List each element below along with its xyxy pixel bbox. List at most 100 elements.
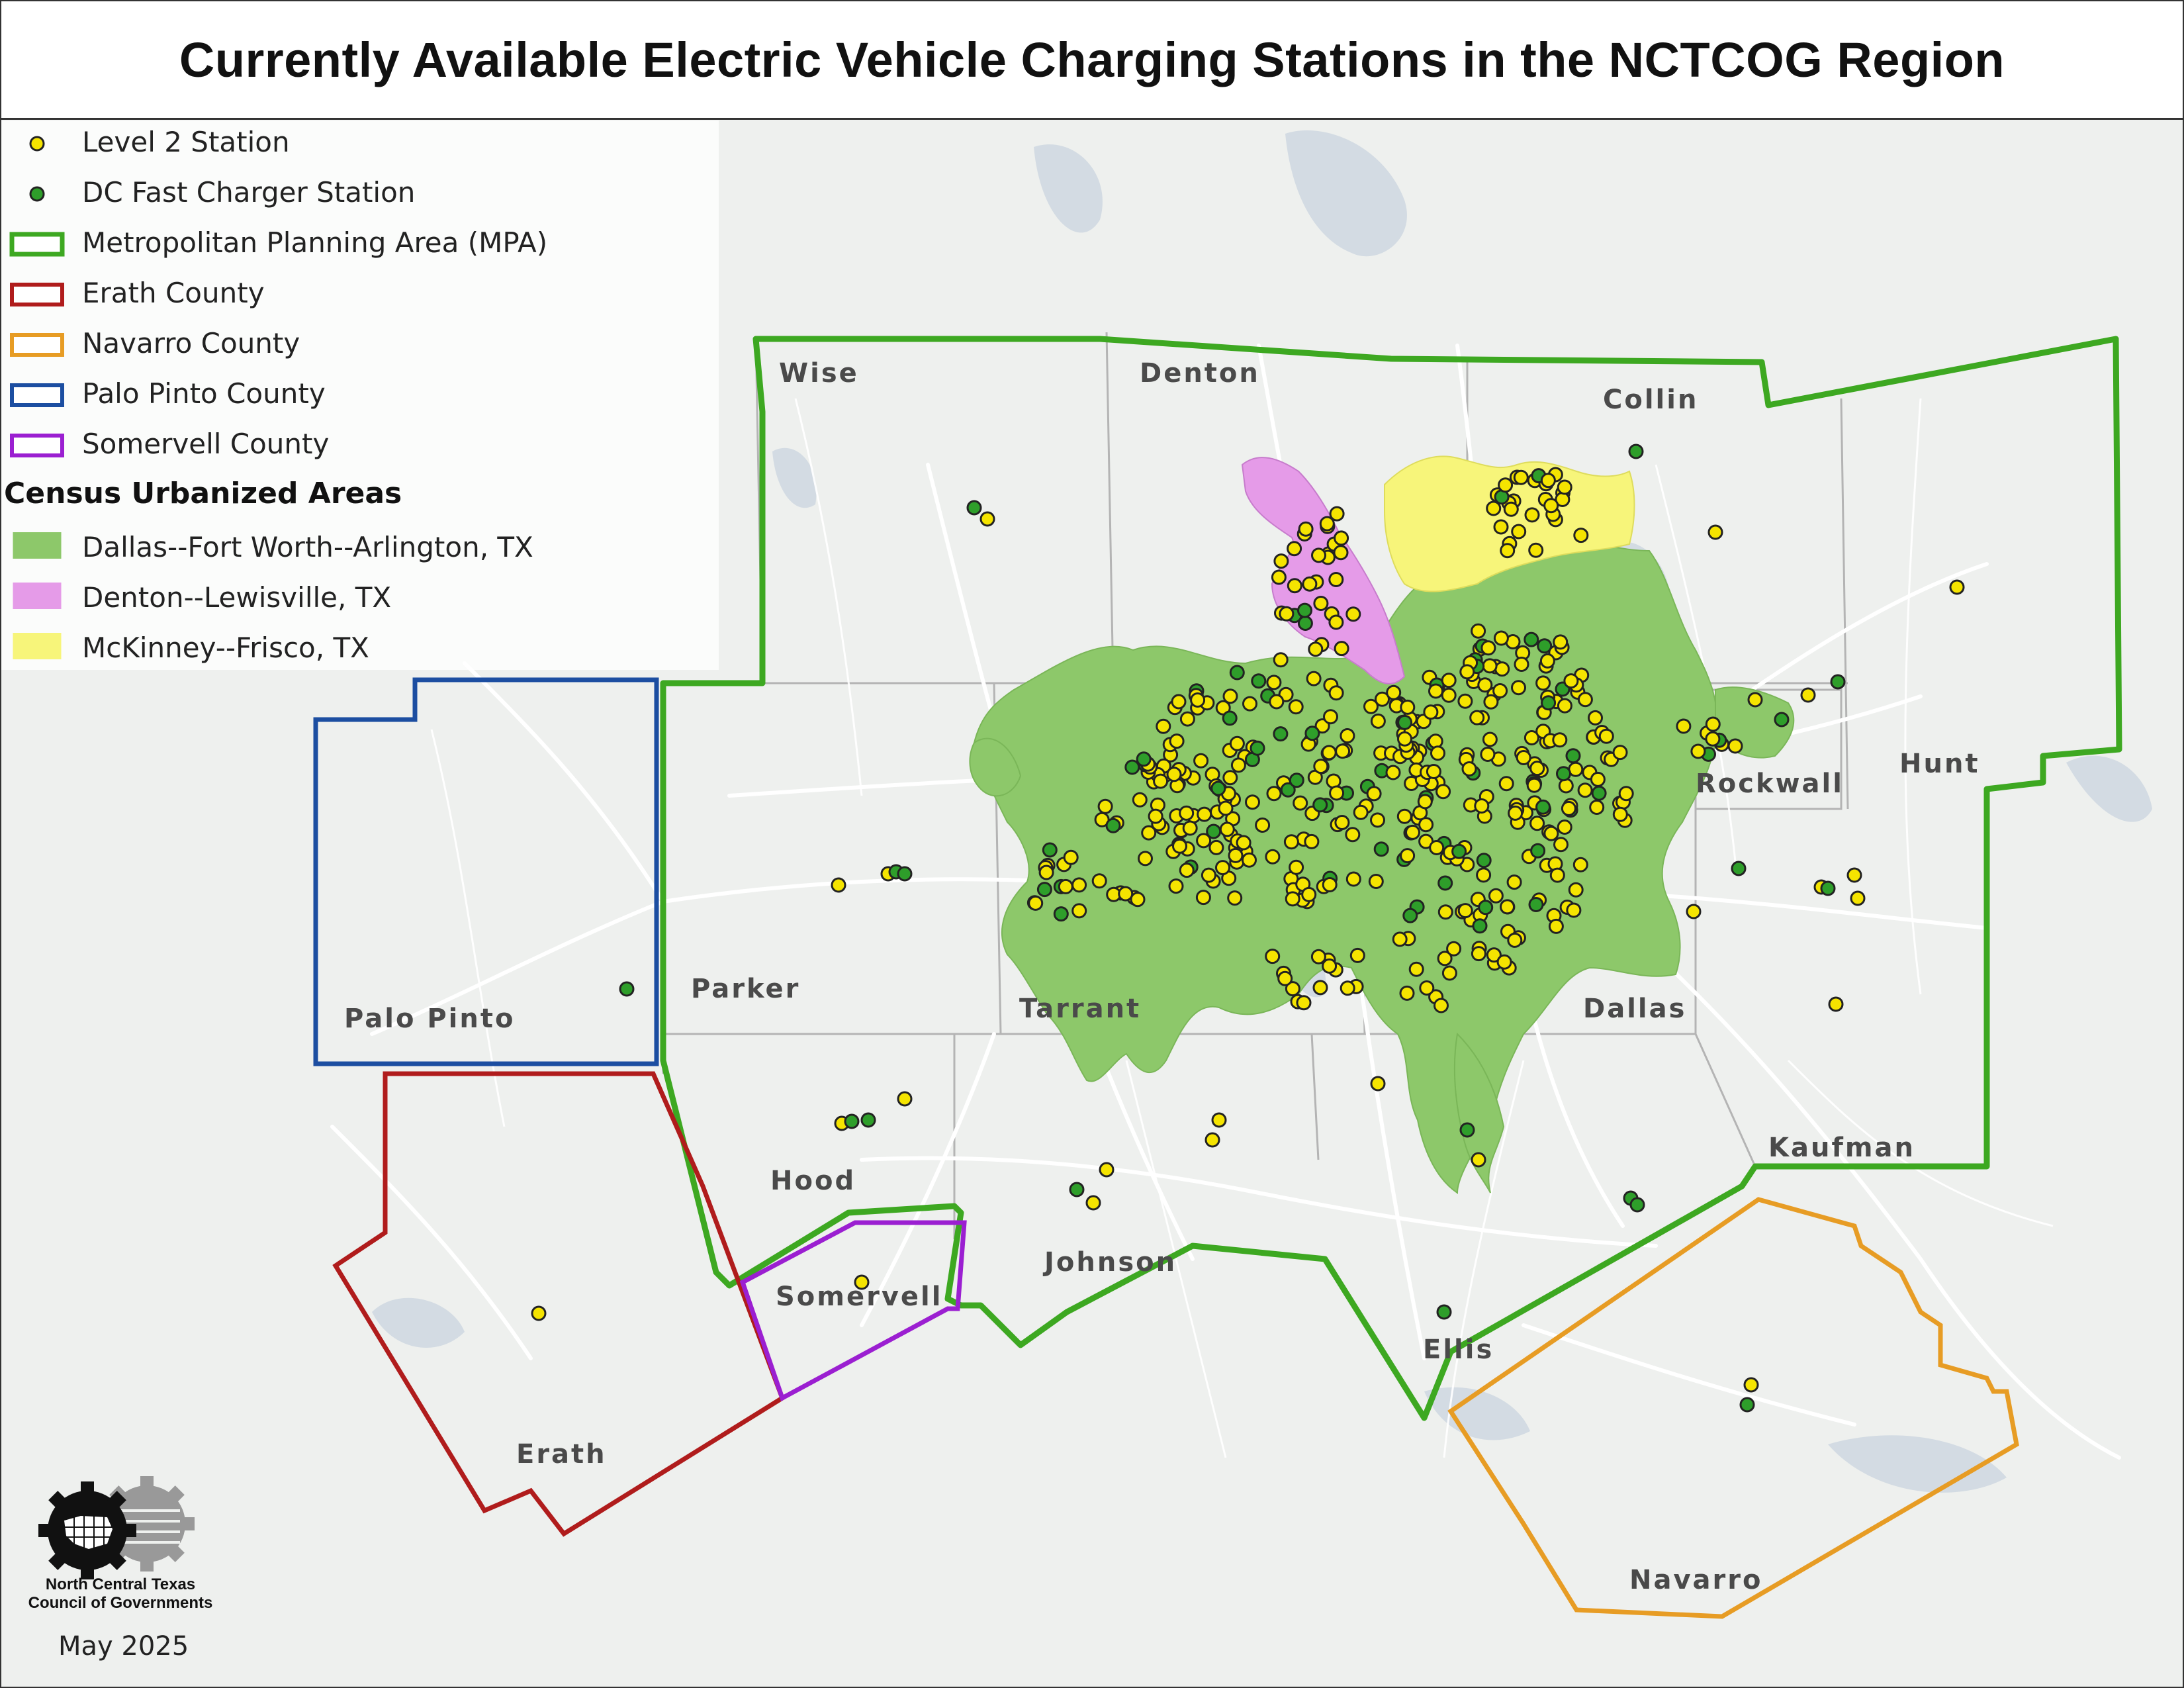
map-date: May 2025 — [58, 1631, 189, 1662]
level2-station — [1482, 731, 1498, 747]
level2-station — [1190, 692, 1206, 708]
dc-fast-station — [1830, 674, 1846, 690]
level2-station — [1511, 524, 1527, 539]
level2-station — [1370, 1076, 1386, 1092]
level2-station — [1480, 640, 1496, 656]
dc-fast-station — [1437, 875, 1453, 891]
dc-fast-station — [1565, 748, 1581, 764]
level2-station — [1423, 704, 1439, 720]
level2-station — [1285, 981, 1300, 997]
level2-station — [1266, 786, 1282, 802]
level2-station — [1118, 886, 1134, 902]
dc-fast-station — [1524, 632, 1539, 647]
somervell-swatch-icon — [10, 434, 64, 457]
dc-fast-station — [1251, 673, 1267, 689]
level2-station — [1245, 794, 1260, 810]
dc-fast-station — [1136, 751, 1152, 767]
level2-station — [1208, 839, 1224, 855]
county-label-johnson: Johnson — [1042, 1247, 1177, 1278]
level2-station — [1312, 980, 1328, 996]
level2-station — [1334, 530, 1349, 546]
level2-station — [1477, 677, 1493, 693]
level2-station — [1707, 524, 1723, 540]
dc-fast-station — [1535, 799, 1551, 815]
level2-station — [1228, 847, 1244, 863]
level2-station — [1169, 733, 1185, 749]
level2-station — [1428, 683, 1443, 699]
level2-station — [1386, 684, 1402, 700]
level2-station — [1506, 874, 1522, 890]
dc-fast-station — [1530, 843, 1546, 859]
level2-station — [1293, 795, 1308, 811]
level2-station — [1085, 1195, 1101, 1211]
level2-station — [1328, 572, 1344, 587]
nctcog-logo — [38, 1476, 195, 1579]
level2-station — [1690, 743, 1706, 759]
level2-station — [1598, 728, 1614, 744]
level2-station — [1273, 652, 1289, 668]
level2-station — [1471, 1152, 1486, 1168]
title-bar: Currently Available Electric Vehicle Cha… — [1, 1, 2183, 120]
level2-station — [1400, 848, 1416, 864]
level2-station — [1277, 970, 1293, 986]
level2-station — [1130, 892, 1146, 908]
level2-station — [1561, 800, 1576, 816]
county-label-hunt: Hunt — [1899, 749, 1980, 779]
level2-station — [1340, 728, 1355, 743]
dc-fast-station — [1304, 726, 1320, 741]
county-label-kaufman: Kaufman — [1768, 1133, 1915, 1163]
level2-station — [1132, 792, 1148, 808]
level2-station — [1492, 683, 1508, 698]
level2-station — [1197, 806, 1212, 822]
dc-fast-station — [966, 500, 982, 516]
level2-station — [1156, 718, 1171, 734]
legend-label-palo-pinto: Palo Pinto County — [82, 377, 326, 410]
level2-station — [1514, 657, 1529, 672]
urbanized-areas — [969, 455, 1795, 1194]
dfw-fill-swatch-icon — [13, 532, 62, 559]
level2-station — [1507, 932, 1523, 948]
dc-fast-station — [1250, 740, 1265, 756]
level2-station — [1038, 865, 1054, 880]
dc-fast-station — [1436, 1304, 1452, 1320]
level2-station — [1296, 995, 1312, 1011]
level2-station — [1322, 958, 1338, 974]
level2-station — [1329, 785, 1345, 801]
level2-station — [531, 1305, 547, 1321]
level2-station — [1846, 867, 1862, 883]
legend-label-mckinney-urban: McKinney--Frisco, TX — [82, 632, 369, 664]
dc-fast-station — [1402, 908, 1418, 923]
level2-station — [1498, 776, 1514, 792]
erath-county-boundary — [332, 1071, 786, 1537]
level2-station — [1494, 661, 1510, 677]
level2-station — [1557, 479, 1572, 495]
level2-station — [1148, 808, 1163, 824]
level2-station — [1516, 750, 1531, 765]
dc-fast-station — [1312, 797, 1328, 813]
level2-station — [1288, 699, 1304, 715]
dc-fast-station — [1774, 712, 1790, 727]
dc-fast-station — [1528, 897, 1544, 912]
dc-fast-station — [1297, 616, 1313, 631]
level2-station — [1471, 623, 1486, 639]
dc-fast-station — [1472, 918, 1488, 934]
level2-station — [1727, 738, 1743, 754]
level2-station — [1676, 718, 1692, 734]
legend-label-navarro: Navarro County — [82, 327, 300, 359]
level2-station — [1457, 693, 1473, 709]
level2-station — [1549, 867, 1565, 883]
level2-station — [1503, 501, 1519, 517]
level2-station — [1287, 578, 1302, 594]
dc-fast-station — [1739, 1397, 1755, 1413]
level2-station — [1255, 818, 1271, 833]
level2-station — [1612, 745, 1628, 761]
level2-station — [1524, 507, 1540, 523]
level2-station — [1370, 812, 1385, 828]
level2-station — [1313, 759, 1329, 774]
legend-label-denton-urban: Denton--Lewisville, TX — [82, 581, 392, 614]
level2-station — [1091, 873, 1107, 889]
level2-station — [1418, 817, 1434, 833]
county-label-denton: Denton — [1140, 358, 1260, 389]
dc-fast-station — [1124, 759, 1140, 775]
level2-station — [1397, 731, 1412, 747]
